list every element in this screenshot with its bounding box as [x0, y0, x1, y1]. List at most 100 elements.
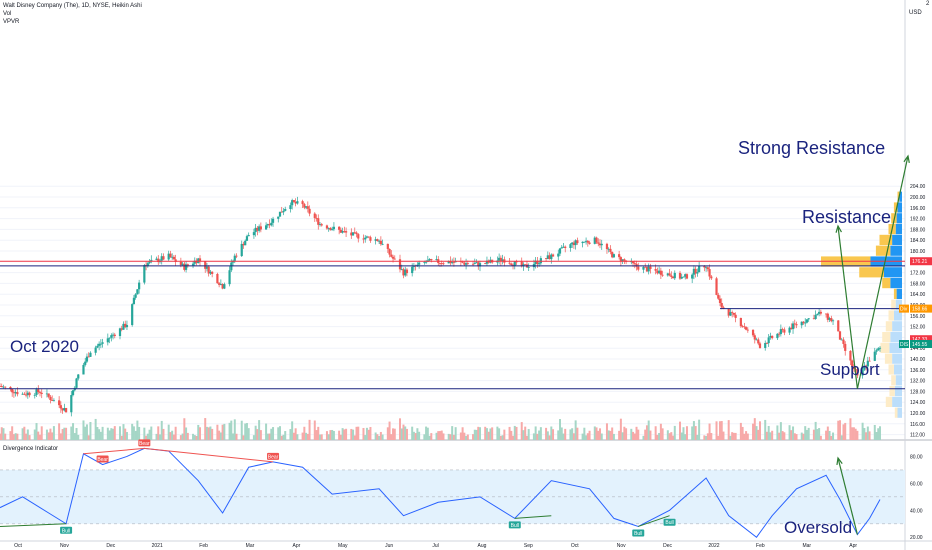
candle-body	[671, 276, 675, 279]
volume-bar	[0, 433, 1, 440]
vpvr-up-bar	[884, 267, 902, 278]
symbol-line[interactable]: Walt Disney Company (The), 1D, NYSE, Hei…	[3, 3, 142, 9]
volume-bar	[706, 433, 709, 440]
volume-bar	[771, 430, 774, 440]
volume-bar	[14, 433, 17, 440]
volume-bar	[854, 428, 857, 440]
price-tick: 192.00	[910, 217, 926, 223]
volume-bar	[319, 434, 321, 440]
candle-body	[781, 329, 784, 330]
volume-bar	[106, 427, 109, 440]
candle-body	[818, 311, 821, 314]
candle-body	[584, 240, 588, 242]
candle-body	[37, 389, 40, 393]
candle-body	[684, 274, 687, 277]
candle-body	[245, 236, 249, 241]
candle-body	[438, 263, 442, 264]
volume-bar	[143, 427, 146, 440]
vpvr-up-bar	[890, 332, 902, 343]
candle-body	[795, 324, 798, 326]
volume-bar	[499, 435, 502, 440]
oscillator-title[interactable]: Divergence Indicator	[3, 446, 59, 452]
vpvr-down-bar	[859, 267, 884, 278]
candle-body	[534, 260, 537, 265]
volume-bar	[649, 430, 652, 440]
candle-body	[179, 261, 182, 266]
candle-body	[656, 270, 659, 274]
volume-bar	[52, 426, 55, 440]
volume-bar	[769, 432, 772, 440]
candle-body	[435, 259, 438, 261]
candle-body	[816, 313, 819, 315]
candle-body	[595, 237, 598, 243]
vpvr-up-bar	[890, 245, 902, 256]
candle-body	[94, 347, 97, 353]
volume-bar	[804, 426, 807, 440]
candle-body	[520, 261, 523, 267]
candle-body	[522, 264, 525, 267]
signal-markers: Bear Bear Bear Bull Bull Bull Bull	[60, 439, 676, 537]
volume-bar	[4, 433, 7, 440]
volume-bar	[122, 424, 125, 440]
volume-bar	[357, 426, 360, 440]
candle-body	[776, 333, 779, 339]
candle-body	[708, 269, 711, 277]
volume-bar	[485, 428, 488, 440]
volume-bar	[491, 427, 494, 440]
volume-bar	[350, 428, 353, 440]
volume-bar	[193, 435, 196, 440]
candle-body	[228, 270, 231, 285]
vpvr-down-bar	[885, 396, 893, 407]
candle-body	[706, 267, 709, 270]
candle-body	[393, 258, 396, 260]
candle-body	[765, 342, 769, 344]
candle-body	[678, 272, 682, 279]
volume-bar	[560, 427, 563, 440]
vpvr-label[interactable]: VPVR	[3, 19, 20, 25]
volume-bar	[515, 426, 518, 440]
volume-bar	[108, 430, 111, 440]
trend-arrow-upper	[856, 155, 909, 389]
candle-body	[830, 318, 833, 322]
candle-body	[698, 265, 701, 273]
volume-bar	[412, 431, 415, 440]
candle-body	[404, 269, 407, 276]
vpvr-up-bar	[892, 396, 902, 407]
candle-body	[864, 365, 868, 367]
volume-bar	[183, 418, 186, 440]
time-tick: Nov	[617, 543, 626, 549]
volume-bar	[73, 433, 76, 440]
volume-bar	[710, 432, 713, 440]
volume-bar	[332, 430, 335, 440]
candle-body	[694, 268, 697, 274]
candle-body	[244, 240, 247, 246]
candle-body	[838, 331, 842, 340]
candle-body	[379, 240, 382, 245]
vol-label[interactable]: Vol	[3, 11, 12, 17]
candle-body	[216, 273, 219, 284]
time-tick: Jun	[385, 543, 393, 549]
volume-bar	[205, 426, 208, 440]
candle-body	[805, 319, 809, 323]
volume-bar	[308, 419, 311, 440]
div-label-text: DIS	[900, 342, 909, 348]
volume-bar	[597, 430, 600, 440]
volume-bar	[84, 426, 87, 440]
candle-body	[609, 248, 612, 252]
candle-body	[685, 274, 689, 279]
price-label-text: 158.66	[912, 307, 928, 313]
volume-bar	[230, 420, 233, 440]
candle-body	[802, 321, 805, 324]
volume-bar	[609, 430, 612, 440]
volume-bar	[284, 431, 287, 440]
volume-bar	[277, 427, 280, 440]
volume-bar	[411, 426, 414, 440]
candle-body	[58, 400, 61, 406]
volume-bar	[219, 432, 222, 440]
candle-body	[659, 270, 662, 275]
price-tick: 120.00	[910, 411, 926, 417]
candle-body	[160, 256, 163, 261]
annotation-strong-resistance: Strong Resistance	[738, 138, 885, 158]
bear-signal-box	[138, 439, 151, 447]
